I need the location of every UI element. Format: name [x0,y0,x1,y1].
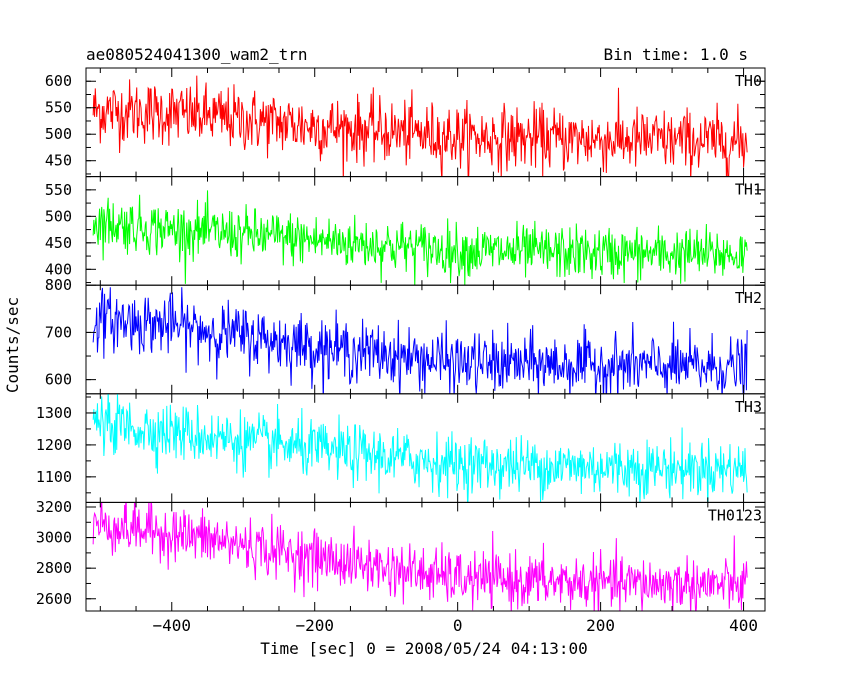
y-tick-label: 600 [45,72,72,90]
series-line-th0123 [92,502,748,611]
bin-time-label: Bin time: 1.0 s [604,45,749,64]
series-line-th0 [92,75,748,177]
x-tick-label: 200 [586,616,615,635]
y-tick-label: 3000 [36,529,72,547]
y-axis-label: Counts/sec [3,297,22,393]
y-tick-label: 500 [45,207,72,225]
panel-label: TH3 [735,398,762,416]
x-tick-label: −400 [153,616,192,635]
series-line-th2 [92,287,748,394]
x-tick-labels: −400 −200 0 200 400 [153,616,759,635]
y-tick-label: 450 [45,152,72,170]
panel-label: TH2 [735,289,762,307]
series-line-th1 [92,190,748,286]
y-tick-label: 700 [45,323,72,341]
panel-label: TH0 [735,72,762,90]
panel-th2: 600 700 800 TH2 [45,276,766,395]
panel-th0: 450 500 550 600 TH0 [45,67,766,178]
y-tick-label: 400 [45,260,72,278]
panel-frame [85,393,766,503]
x-tick-label: 400 [729,616,758,635]
y-tick-label: 2800 [36,559,72,577]
chart-title: ae080524041300_wam2_trn [86,45,308,64]
y-tick-label: 600 [45,371,72,389]
y-tick-label: 450 [45,234,72,252]
y-tick-label: 550 [45,181,72,199]
y-tick-label: 550 [45,99,72,117]
y-tick-label: 1200 [36,436,72,454]
panel-th3: 1100 1200 1300 TH3 [36,393,766,503]
x-axis-label: Time [sec] 0 = 2008/05/24 04:13:00 [260,639,588,658]
panel-frame [85,501,766,612]
panel-th1: 400 450 500 550 TH1 [45,176,766,286]
y-tick-label: 1300 [36,404,72,422]
series-line-th3 [92,393,748,503]
y-tick-label: 500 [45,125,72,143]
panel-label: TH0123 [708,506,762,524]
panels: 450 500 550 600 TH0 400 450 500 550 TH1 600 700 800 T… [36,67,766,612]
x-tick-label: −200 [295,616,334,635]
y-tick-label: 1100 [36,468,72,486]
y-tick-label: 2600 [36,590,72,608]
y-tick-label: 3200 [36,498,72,516]
panel-label: TH1 [735,181,762,199]
panel-th0123: 2600 2800 3000 3200 TH0123 [36,498,766,612]
x-tick-label: 0 [453,616,463,635]
y-tick-label: 800 [45,276,72,294]
